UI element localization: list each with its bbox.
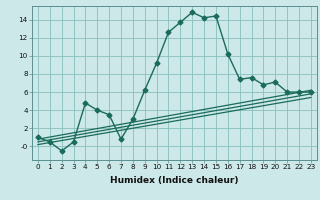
X-axis label: Humidex (Indice chaleur): Humidex (Indice chaleur) [110,176,239,185]
